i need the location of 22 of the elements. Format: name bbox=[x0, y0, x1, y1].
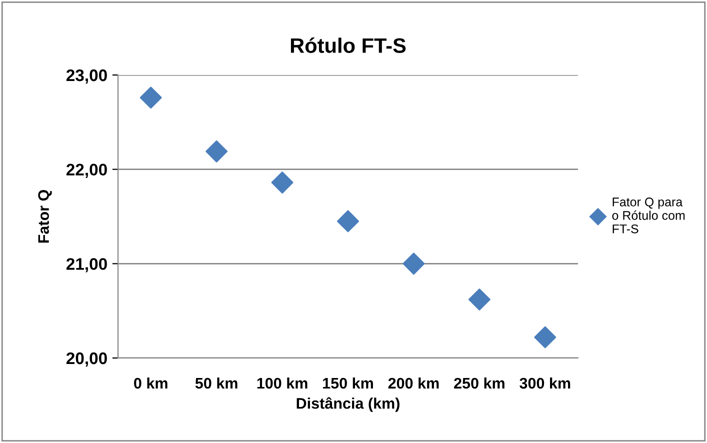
x-tick-label: 150 km bbox=[323, 377, 373, 389]
x-tick-label: 50 km bbox=[195, 377, 238, 389]
y-tick-label: 22,00 bbox=[66, 164, 107, 178]
point bbox=[534, 326, 556, 348]
y-tick-label: 21,00 bbox=[66, 258, 107, 272]
point bbox=[140, 86, 162, 109]
y-tick-label: 20,00 bbox=[66, 352, 107, 367]
x-axis-title: Distância (km) bbox=[296, 397, 400, 412]
point bbox=[337, 210, 359, 232]
point bbox=[271, 172, 294, 194]
legend-label: Fator Q para o Rótulo com FT-S bbox=[612, 198, 685, 234]
chart-title: Rótulo FT-S bbox=[290, 38, 406, 53]
x-tick-label: 0 km bbox=[134, 377, 168, 389]
y-axis-title: Fator Q bbox=[38, 190, 52, 243]
point bbox=[468, 288, 490, 311]
point bbox=[402, 252, 425, 275]
x-tick-label: 300 km bbox=[520, 377, 570, 389]
y-tick-label: 23,00 bbox=[66, 69, 107, 84]
point bbox=[206, 140, 228, 162]
x-tick-label: 250 km bbox=[454, 377, 504, 389]
x-tick-label: 100 km bbox=[257, 377, 308, 389]
x-tick-label: 200 km bbox=[388, 377, 439, 389]
